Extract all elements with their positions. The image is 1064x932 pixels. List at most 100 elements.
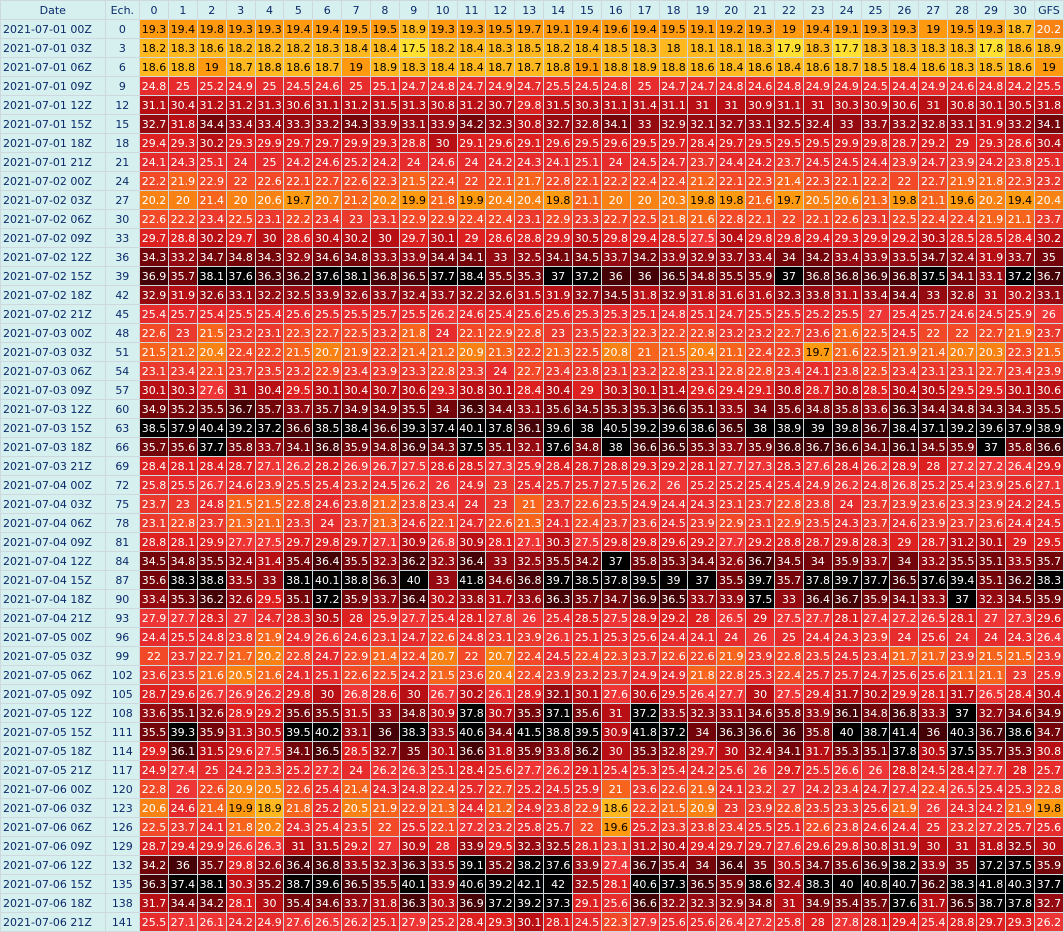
temperature-cell: 38.3 xyxy=(1034,571,1063,589)
temperature-cell: 25.4 xyxy=(140,305,168,323)
temperature-cell: 24.5 xyxy=(544,780,573,798)
table-row: 2021-07-04 00Z 72 25.8 25.5 26.7 24.6 23.9 25.5… xyxy=(1,476,1063,494)
temperature-cell: 32.7 xyxy=(371,742,399,760)
temperature-cell: 19.2 xyxy=(717,20,746,38)
temperature-cell: 35.3 xyxy=(1005,742,1034,760)
temperature-cell: 26 xyxy=(746,761,775,779)
temperature-cell: 41.5 xyxy=(515,723,544,741)
temperature-cell: 42.1 xyxy=(515,875,544,893)
temperature-cell: 26 xyxy=(919,799,948,817)
temperature-cell: 33 xyxy=(775,590,803,608)
temperature-cell: 30.2 xyxy=(1005,286,1034,304)
temperature-cell: 36.7 xyxy=(226,400,255,418)
temperature-cell: 29.3 xyxy=(226,134,255,152)
temperature-cell: 22.8 xyxy=(1034,780,1063,798)
temperature-cell: 25.7 xyxy=(1034,761,1063,779)
temperature-cell: 23.4 xyxy=(342,362,370,380)
temperature-cell: 37.5 xyxy=(1005,856,1034,874)
temperature-cell: 22.1 xyxy=(832,172,861,190)
temperature-cell: 22.5 xyxy=(861,324,890,342)
temperature-cell: 24.4 xyxy=(890,77,919,95)
temperature-cell: 25.5 xyxy=(168,628,197,646)
row-lead-time: 105 xyxy=(105,685,140,703)
temperature-cell: 21.1 xyxy=(948,666,977,684)
temperature-cell: 29.2 xyxy=(919,134,948,152)
temperature-cell: 42 xyxy=(544,875,573,893)
temperature-cell: 22.3 xyxy=(601,913,630,931)
header-member: 28 xyxy=(948,1,977,19)
temperature-cell: 29.2 xyxy=(659,457,688,475)
temperature-cell: 27.1 xyxy=(371,533,399,551)
temperature-cell: 38.6 xyxy=(746,875,775,893)
temperature-cell: 21.9 xyxy=(255,628,284,646)
temperature-cell: 29.8 xyxy=(313,533,342,551)
temperature-cell: 30.6 xyxy=(399,381,428,399)
temperature-cell: 33.2 xyxy=(919,552,948,570)
temperature-cell: 28.1 xyxy=(948,609,977,627)
temperature-cell: 25.6 xyxy=(890,666,919,684)
temperature-cell: 37.5 xyxy=(457,438,486,456)
temperature-cell: 24.4 xyxy=(659,628,688,646)
temperature-cell: 24.4 xyxy=(659,495,688,513)
temperature-cell: 35.8 xyxy=(630,552,659,570)
temperature-cell: 28.9 xyxy=(515,685,544,703)
temperature-cell: 29.4 xyxy=(717,381,746,399)
temperature-cell: 22.8 xyxy=(688,324,717,342)
temperature-cell: 33 xyxy=(630,115,659,133)
temperature-cell: 36.1 xyxy=(832,704,861,722)
temperature-cell: 23.7 xyxy=(226,362,255,380)
temperature-cell: 29.9 xyxy=(832,134,861,152)
temperature-cell: 22.8 xyxy=(775,495,803,513)
temperature-cell: 22.9 xyxy=(428,210,457,228)
temperature-cell: 30.5 xyxy=(573,229,601,247)
temperature-cell: 33.1 xyxy=(717,704,746,722)
row-lead-time: 39 xyxy=(105,267,140,285)
temperature-cell: 29.7 xyxy=(775,761,803,779)
temperature-cell: 19.3 xyxy=(457,20,486,38)
row-lead-time: 132 xyxy=(105,856,140,874)
temperature-cell: 22.6 xyxy=(659,780,688,798)
temperature-cell: 34.8 xyxy=(688,267,717,285)
temperature-cell: 18.5 xyxy=(861,58,890,76)
temperature-cell: 29.3 xyxy=(371,134,399,152)
temperature-cell: 30.1 xyxy=(977,96,1005,114)
temperature-cell: 21.5 xyxy=(1005,647,1034,665)
header-member: 2 xyxy=(197,1,226,19)
table-row: 2021-07-04 12Z 84 34.5 34.8 35.5 32.4 31.4 35.4… xyxy=(1,552,1063,570)
temperature-cell: 37 xyxy=(544,267,573,285)
temperature-cell: 21.8 xyxy=(977,172,1005,190)
temperature-cell: 20.2 xyxy=(140,191,168,209)
temperature-cell: 30.4 xyxy=(1034,134,1063,152)
temperature-cell: 24.6 xyxy=(313,153,342,171)
temperature-cell: 21.6 xyxy=(746,191,775,209)
temperature-cell: 30.3 xyxy=(832,96,861,114)
temperature-cell: 24 xyxy=(399,153,428,171)
temperature-cell: 20 xyxy=(630,191,659,209)
temperature-cell: 35.2 xyxy=(486,856,515,874)
temperature-cell: 18.6 xyxy=(197,39,226,57)
temperature-cell: 24.1 xyxy=(284,666,313,684)
temperature-cell: 36.8 xyxy=(803,267,832,285)
row-lead-time: 36 xyxy=(105,248,140,266)
temperature-cell: 30.1 xyxy=(515,913,544,931)
temperature-cell: 23.2 xyxy=(573,666,601,684)
temperature-cell: 24.9 xyxy=(284,628,313,646)
temperature-cell: 25.3 xyxy=(601,305,630,323)
header-member: 19 xyxy=(688,1,717,19)
temperature-cell: 19.1 xyxy=(544,20,573,38)
temperature-cell: 22.2 xyxy=(284,210,313,228)
temperature-cell: 30.7 xyxy=(486,704,515,722)
temperature-cell: 19.4 xyxy=(1005,191,1034,209)
temperature-cell: 25.6 xyxy=(630,628,659,646)
temperature-cell: 22.8 xyxy=(168,514,197,532)
temperature-cell: 23.1 xyxy=(140,362,168,380)
temperature-cell: 29.5 xyxy=(803,134,832,152)
temperature-cell: 33.9 xyxy=(399,248,428,266)
temperature-cell: 20.6 xyxy=(140,799,168,817)
temperature-cell: 21.6 xyxy=(832,343,861,361)
temperature-cell: 22.8 xyxy=(746,362,775,380)
temperature-cell: 33.1 xyxy=(1034,286,1063,304)
temperature-cell: 18.3 xyxy=(746,39,775,57)
temperature-cell: 39.4 xyxy=(948,571,977,589)
temperature-cell: 31.9 xyxy=(977,248,1005,266)
